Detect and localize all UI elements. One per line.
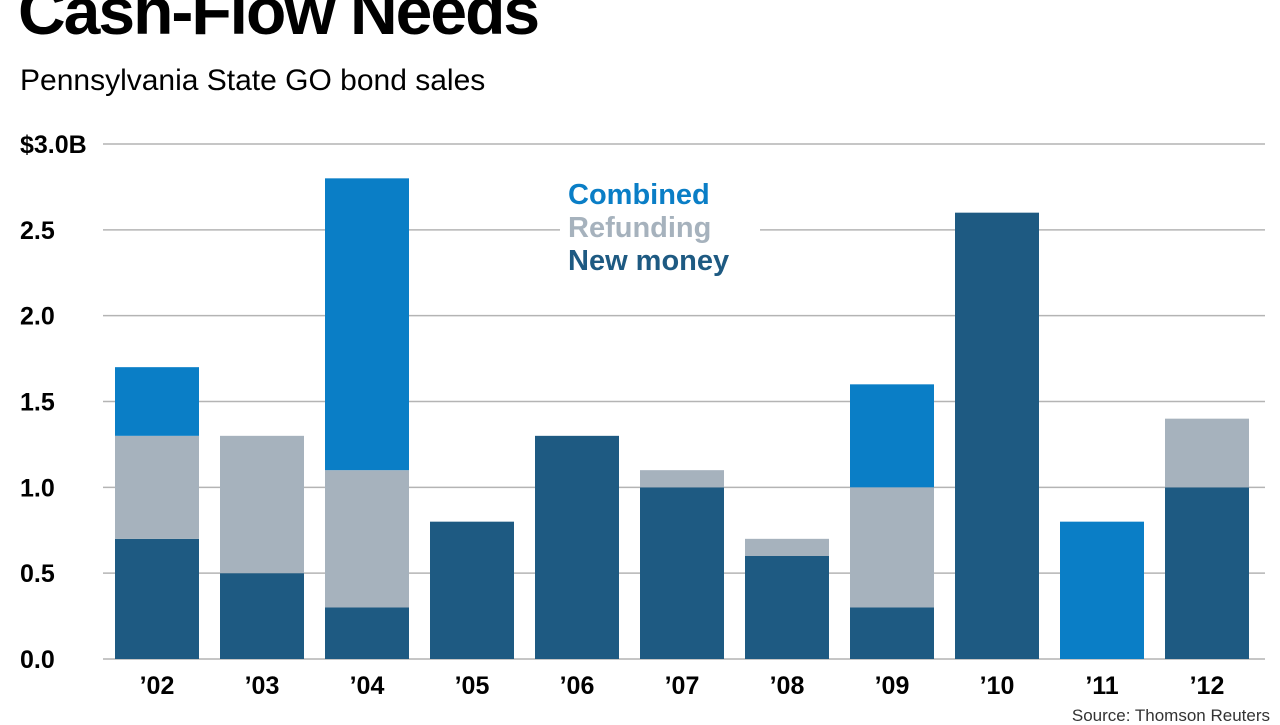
bar-new-money — [640, 487, 724, 659]
y-axis-ticks: 0.0 0.5 1.0 1.5 2.0 2.5 $3.0B — [20, 131, 87, 674]
x-tick-label: ’05 — [455, 672, 490, 700]
chart-subtitle: Pennsylvania State GO bond sales — [20, 64, 486, 97]
bar-refunding — [850, 487, 934, 608]
y-tick-label: 1.5 — [20, 389, 55, 417]
bar-new-money — [1165, 487, 1249, 659]
bar-combined — [115, 367, 199, 436]
legend-refunding: Refunding — [568, 212, 711, 244]
legend-combined: Combined — [568, 179, 710, 211]
y-tick-label: $3.0B — [20, 131, 87, 159]
source-note: Source: Thomson Reuters — [1071, 706, 1270, 725]
bars — [115, 178, 1249, 659]
bar-refunding — [325, 470, 409, 608]
x-tick-label: ’11 — [1085, 672, 1118, 700]
y-tick-label: 0.0 — [20, 646, 55, 674]
bar-new-money — [115, 538, 199, 659]
legend-new-money: New money — [568, 245, 729, 277]
x-axis-ticks: ’02 ’03 ’04 ’05 ’06 ’07 ’08 ’09 ’10 ’11 ’12 — [140, 672, 1225, 700]
bar-combined — [850, 384, 934, 488]
bar-refunding — [640, 470, 724, 488]
bar-combined — [325, 178, 409, 471]
bar-combined — [1060, 521, 1144, 659]
y-tick-label: 2.5 — [20, 217, 55, 245]
bar-new-money — [535, 435, 619, 659]
x-tick-label: ’09 — [875, 672, 910, 700]
legend-backing — [560, 244, 760, 277]
bar-new-money — [430, 521, 514, 659]
x-tick-label: ’02 — [140, 672, 175, 700]
x-tick-label: ’03 — [245, 672, 280, 700]
legend-backing — [560, 178, 760, 211]
bar-new-money — [745, 556, 829, 659]
x-tick-label: ’08 — [770, 672, 805, 700]
bar-refunding — [220, 435, 304, 574]
bar-new-money — [220, 573, 304, 659]
x-tick-label: ’07 — [665, 672, 700, 700]
y-tick-label: 1.0 — [20, 474, 55, 502]
x-tick-label: ’04 — [350, 672, 385, 700]
bar-new-money — [955, 212, 1039, 659]
legend-backing — [560, 211, 760, 244]
bar-refunding — [1165, 418, 1249, 488]
bar-refunding — [115, 435, 199, 539]
chart-title: Cash-Flow Needs — [18, 0, 540, 48]
x-tick-label: ’12 — [1190, 672, 1225, 700]
bar-new-money — [325, 607, 409, 659]
bar-refunding — [745, 538, 829, 556]
y-tick-label: 0.5 — [20, 560, 55, 588]
bar-new-money — [850, 607, 934, 659]
y-tick-label: 2.0 — [20, 303, 55, 331]
x-tick-label: ’10 — [980, 672, 1015, 700]
x-tick-label: ’06 — [560, 672, 595, 700]
